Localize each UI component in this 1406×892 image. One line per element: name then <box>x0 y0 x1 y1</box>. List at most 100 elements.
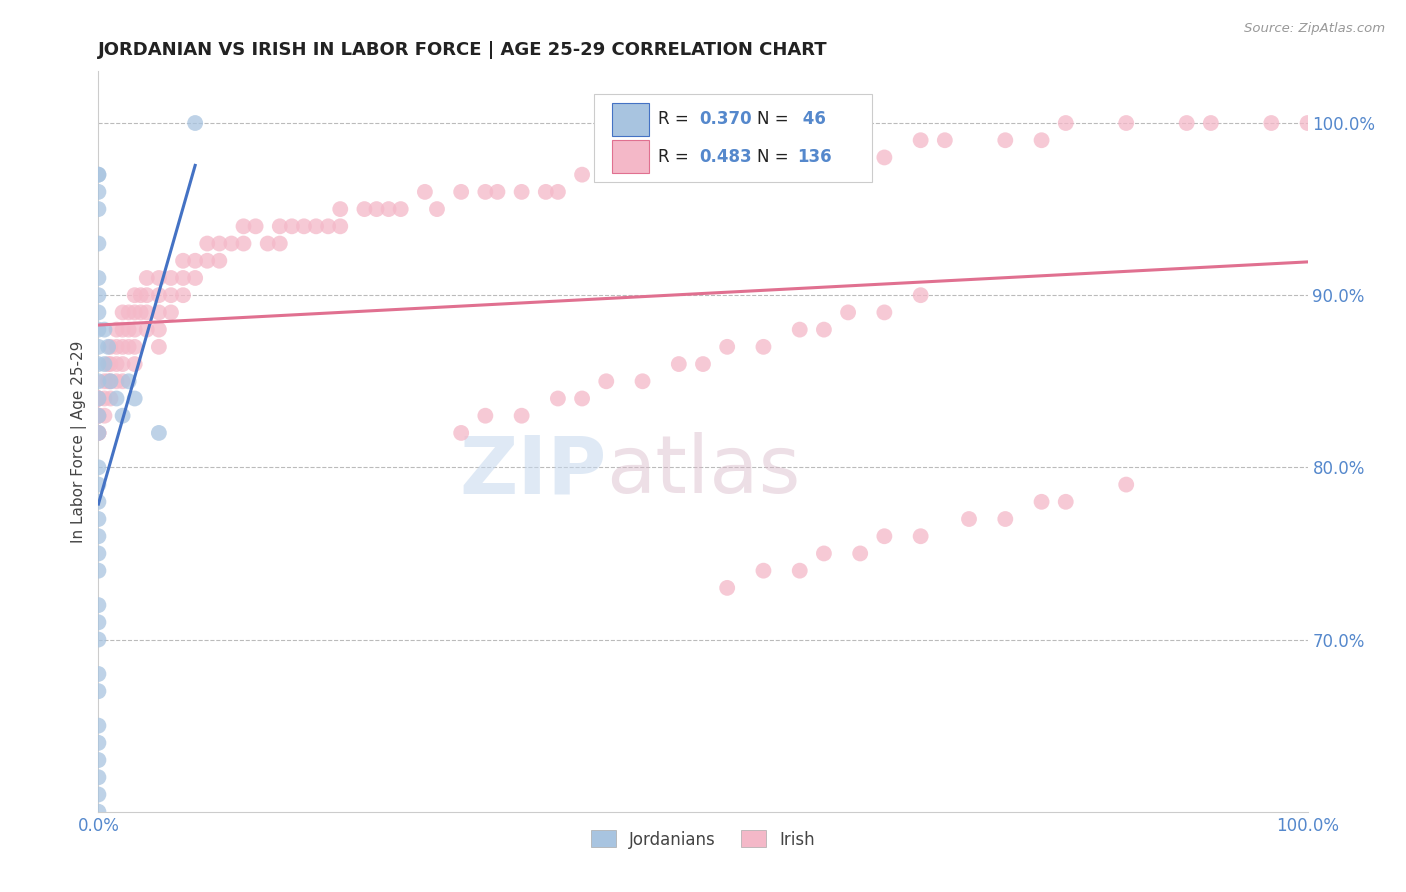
Point <box>377 202 399 216</box>
Text: Source: ZipAtlas.com: Source: ZipAtlas.com <box>1244 22 1385 36</box>
Point <box>124 288 146 302</box>
Point <box>100 392 122 406</box>
Point <box>1115 116 1137 130</box>
Point <box>87 529 110 543</box>
Point <box>87 667 110 681</box>
Point <box>389 202 412 216</box>
Point <box>100 374 122 388</box>
Point <box>93 392 115 406</box>
Text: N =: N = <box>758 111 794 128</box>
Point <box>87 236 110 251</box>
Point <box>105 340 128 354</box>
Point <box>910 529 932 543</box>
Point <box>813 546 835 560</box>
Point <box>87 822 110 836</box>
Point <box>292 219 315 234</box>
Point <box>87 288 110 302</box>
Point <box>1296 116 1319 130</box>
Point <box>100 374 122 388</box>
Point <box>87 409 110 423</box>
Point <box>957 512 980 526</box>
Point <box>547 392 569 406</box>
Point <box>105 357 128 371</box>
Point <box>208 253 231 268</box>
Point <box>129 288 152 302</box>
Point <box>87 477 110 491</box>
Point <box>329 219 352 234</box>
Text: N =: N = <box>758 147 794 166</box>
Point <box>655 168 678 182</box>
Point <box>316 219 339 234</box>
Point <box>631 374 654 388</box>
Point <box>160 288 183 302</box>
Point <box>87 340 110 354</box>
Point <box>1260 116 1282 130</box>
Point <box>873 529 896 543</box>
Point <box>873 151 896 165</box>
Point <box>221 236 243 251</box>
Point <box>87 460 110 475</box>
Point <box>124 392 146 406</box>
Point <box>87 202 110 216</box>
Point <box>111 340 134 354</box>
Point <box>97 357 120 371</box>
Point <box>93 357 115 371</box>
Point <box>837 305 859 319</box>
Point <box>256 236 278 251</box>
Point <box>232 236 254 251</box>
Point <box>1175 116 1198 130</box>
Point <box>692 357 714 371</box>
Point <box>813 323 835 337</box>
Point <box>571 392 593 406</box>
Point <box>111 305 134 319</box>
Point <box>87 409 110 423</box>
Text: R =: R = <box>658 111 695 128</box>
Legend: Jordanians, Irish: Jordanians, Irish <box>585 823 821 855</box>
Point <box>752 151 775 165</box>
Point <box>87 392 110 406</box>
Point <box>184 253 207 268</box>
Point <box>1031 133 1053 147</box>
Point <box>148 288 170 302</box>
Point <box>97 340 120 354</box>
Point <box>87 856 110 871</box>
Point <box>93 409 115 423</box>
Point <box>87 271 110 285</box>
Point <box>111 409 134 423</box>
Point <box>87 425 110 440</box>
Point <box>426 202 449 216</box>
Point <box>93 374 115 388</box>
Point <box>87 512 110 526</box>
Point <box>124 357 146 371</box>
Point <box>87 788 110 802</box>
Y-axis label: In Labor Force | Age 25-29: In Labor Force | Age 25-29 <box>72 341 87 542</box>
Point <box>87 425 110 440</box>
Point <box>547 185 569 199</box>
Point <box>87 839 110 854</box>
Point <box>87 564 110 578</box>
Point <box>1199 116 1222 130</box>
Point <box>118 374 141 388</box>
Point <box>789 151 811 165</box>
Point <box>789 323 811 337</box>
Point <box>148 340 170 354</box>
Point <box>413 185 436 199</box>
Point <box>172 253 194 268</box>
Point <box>105 374 128 388</box>
Point <box>184 116 207 130</box>
Point <box>105 392 128 406</box>
Point <box>813 151 835 165</box>
Point <box>195 236 218 251</box>
Point <box>129 305 152 319</box>
FancyBboxPatch shape <box>613 140 648 173</box>
Point <box>105 323 128 337</box>
Point <box>172 288 194 302</box>
Point <box>837 151 859 165</box>
Point <box>87 357 110 371</box>
Point <box>124 305 146 319</box>
Point <box>118 340 141 354</box>
Point <box>208 236 231 251</box>
Point <box>450 185 472 199</box>
Text: ZIP: ZIP <box>458 432 606 510</box>
Point <box>87 736 110 750</box>
